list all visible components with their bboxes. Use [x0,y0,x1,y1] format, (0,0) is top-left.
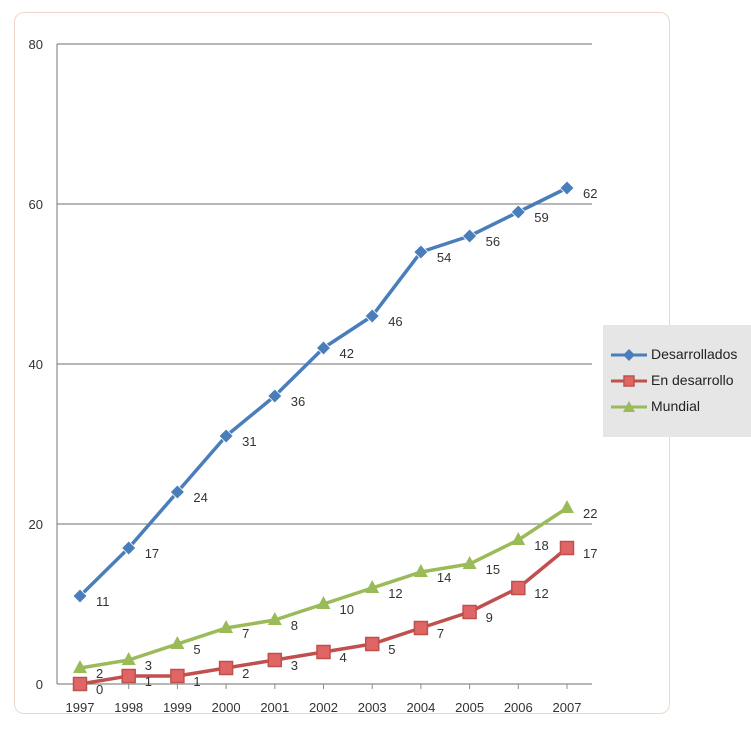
series-line-mundial [79,506,568,670]
point-desarrollados-2000 [218,428,234,444]
legend-label-mundial: Mundial [651,398,701,414]
point-en-desarrollo-2000 [218,660,234,676]
point-mundial-2006 [511,532,526,545]
data-label-mundial-2000: 7 [242,626,249,641]
legend-item-en-desarrollo: En desarrollo [603,369,751,393]
point-mundial-2002 [316,596,331,609]
y-tick-label-0: 0 [36,677,43,692]
x-tick-label-1999: 1999 [163,700,192,715]
data-label-desarrollados-1998: 17 [145,546,159,561]
series-line-desarrollados [78,186,568,598]
point-desarrollados-1997 [72,588,88,604]
point-desarrollados-2003 [364,308,380,324]
data-label-mundial-2001: 8 [291,618,298,633]
legend-swatch-desarrollados [611,349,647,361]
x-tick-label-2002: 2002 [309,700,338,715]
point-en-desarrollo-1998 [121,668,136,684]
data-label-en-desarrollo-1997: 0 [96,682,103,697]
point-desarrollados-2002 [315,340,332,356]
point-mundial-1997 [73,660,87,673]
point-mundial-2000 [219,620,234,633]
data-label-en-desarrollo-2002: 4 [340,650,347,665]
y-tick-label-80: 80 [29,37,43,52]
data-label-en-desarrollo-2004: 7 [437,626,444,641]
data-label-desarrollados-2007: 62 [583,186,597,201]
data-label-mundial-2003: 12 [388,586,402,601]
point-mundial-2001 [267,612,282,625]
point-en-desarrollo-2003 [364,636,380,652]
point-mundial-2003 [365,580,380,593]
data-label-en-desarrollo-2006: 12 [534,586,548,601]
data-label-desarrollados-2001: 36 [291,394,305,409]
data-label-en-desarrollo-1999: 1 [193,674,200,689]
point-en-desarrollo-2007 [559,540,575,556]
point-en-desarrollo-2006 [511,580,526,596]
data-label-en-desarrollo-2003: 5 [388,642,395,657]
point-en-desarrollo-2002 [316,644,331,660]
point-mundial-1999 [170,636,185,649]
data-label-mundial-2004: 14 [437,570,451,585]
x-tick-label-2000: 2000 [212,700,241,715]
data-label-mundial-2005: 15 [486,562,500,577]
legend-item-mundial: Mundial [603,395,751,419]
data-label-desarrollados-1997: 11 [96,594,110,609]
x-tick-label-2005: 2005 [455,700,484,715]
point-desarrollados-2006 [510,204,526,220]
x-tick-label-1998: 1998 [114,700,143,715]
data-label-en-desarrollo-2000: 2 [242,666,249,681]
point-en-desarrollo-1997 [72,676,88,692]
point-en-desarrollo-2005 [462,604,477,620]
point-en-desarrollo-2004 [413,620,429,636]
point-desarrollados-1999 [169,484,185,500]
point-desarrollados-2004 [413,244,429,260]
point-en-desarrollo-1999 [170,668,185,684]
point-en-desarrollo-2001 [267,652,283,668]
x-tick-label-2001: 2001 [260,700,289,715]
data-label-desarrollados-2000: 31 [242,434,256,449]
data-label-mundial-2002: 10 [340,602,354,617]
data-label-en-desarrollo-1998: 1 [145,674,152,689]
point-mundial-1998 [121,652,136,665]
legend: Desarrollados En desarrollo Mundial [603,325,751,437]
point-mundial-2004 [413,564,428,577]
x-tick-label-1997: 1997 [66,700,95,715]
x-tick-label-2003: 2003 [358,700,387,715]
legend-item-desarrollados: Desarrollados [603,343,751,367]
data-label-mundial-1998: 3 [145,658,152,673]
x-tick-label-2007: 2007 [553,700,582,715]
data-label-en-desarrollo-2005: 9 [486,610,493,625]
data-label-desarrollados-1999: 24 [193,490,207,505]
legend-swatch-en-desarrollo [611,375,647,387]
data-label-desarrollados-2002: 42 [340,346,354,361]
y-tick-label-20: 20 [29,517,43,532]
y-tick-label-40: 40 [29,357,43,372]
data-label-mundial-1997: 2 [96,666,103,681]
data-label-mundial-1999: 5 [193,642,200,657]
data-label-desarrollados-2003: 46 [388,314,402,329]
point-desarrollados-2005 [462,228,478,244]
point-desarrollados-2001 [267,388,283,404]
x-tick-label-2006: 2006 [504,700,533,715]
point-desarrollados-2007 [559,180,575,196]
data-label-en-desarrollo-2007: 17 [583,546,597,561]
data-label-mundial-2007: 22 [583,506,597,521]
legend-label-en-desarrollo: En desarrollo [651,372,734,388]
legend-label-desarrollados: Desarrollados [651,346,738,362]
x-tick-label-2004: 2004 [406,700,435,715]
legend-swatch-mundial [611,401,647,412]
point-desarrollados-1998 [121,540,137,556]
y-tick-label-60: 60 [29,197,43,212]
data-label-desarrollados-2005: 56 [486,234,500,249]
data-label-en-desarrollo-2001: 3 [291,658,298,673]
data-label-mundial-2006: 18 [534,538,548,553]
point-mundial-2005 [462,556,477,569]
data-label-desarrollados-2004: 54 [437,250,451,265]
data-label-desarrollados-2006: 59 [534,210,548,225]
point-mundial-2007 [560,500,574,513]
